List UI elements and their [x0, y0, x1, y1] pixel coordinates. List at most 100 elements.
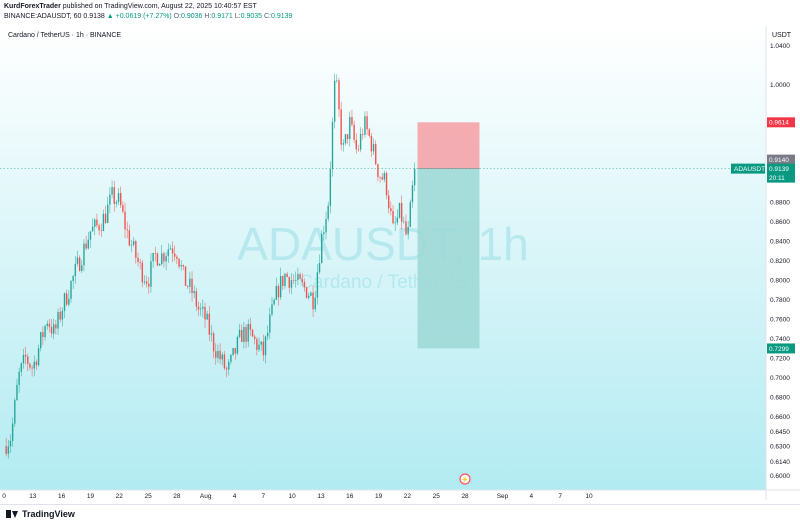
candle-body: [236, 336, 239, 354]
candle-body: [117, 193, 120, 203]
candle-body: [286, 273, 288, 277]
candle-body: [182, 265, 185, 267]
candle-body: [89, 231, 92, 240]
candle-body: [258, 344, 260, 350]
candle-body: [50, 327, 53, 334]
candle-body: [9, 440, 12, 447]
candle-body: [150, 261, 152, 287]
candle-body: [247, 323, 249, 342]
candle-body: [221, 354, 223, 360]
price-axis[interactable]: 1.0400 1.0000 0.8800 0.8600 0.8400 0.8200 0.80…: [770, 43, 790, 480]
candle-body: [392, 211, 394, 224]
candle-body: [243, 327, 245, 342]
candle-body: [249, 323, 252, 330]
candle-body: [325, 218, 327, 233]
time-axis[interactable]: 0 13 16 19 22 25 28 Aug 4 7 10 13 16 19 22 25 28 Sep 4 7 10: [2, 493, 593, 500]
candle-body: [212, 333, 215, 352]
price-tick-label: 0.7000: [770, 375, 790, 382]
entry-price-label: 0.9140: [769, 157, 789, 164]
candle-body: [171, 248, 174, 254]
candle-body: [217, 350, 219, 358]
time-tick-label: 25: [433, 493, 441, 500]
candle-body: [314, 297, 316, 310]
candle-body: [33, 361, 35, 369]
candle-body: [264, 336, 267, 356]
candle-body: [305, 287, 308, 298]
price-tick-label: 0.7800: [770, 297, 790, 304]
price-tick-label: 1.0400: [770, 43, 790, 50]
candle-body: [230, 354, 232, 362]
candle-body: [195, 291, 198, 307]
author-name[interactable]: KurdForexTrader: [4, 3, 61, 10]
candle-body: [400, 202, 403, 222]
price-chart[interactable]: Cardano / TetherUS · 1h · BINANCE USDT A…: [0, 26, 800, 500]
candle-body: [396, 217, 399, 223]
candle-body: [385, 173, 388, 196]
candle-body: [219, 350, 221, 360]
candle-body: [178, 258, 180, 267]
candle-body: [5, 446, 7, 454]
time-tick-label: 19: [375, 493, 383, 500]
time-tick-label: 25: [144, 493, 152, 500]
candle-body: [297, 273, 299, 280]
candle-body: [338, 80, 340, 110]
candle-body: [27, 356, 29, 364]
candle-body: [366, 116, 368, 130]
candle-body: [193, 291, 195, 294]
stop-loss-zone[interactable]: [417, 122, 480, 169]
time-tick-label: 22: [116, 493, 124, 500]
symbol-tag-bg: [731, 163, 765, 174]
time-tick-label: 4: [530, 493, 534, 500]
event-marker-icon[interactable]: [459, 473, 471, 485]
take-profit-zone[interactable]: [417, 168, 480, 349]
target-price-label: 0.7299: [769, 346, 789, 353]
time-tick-label: 7: [262, 493, 266, 500]
low-label: L:: [234, 13, 241, 20]
candle-body: [394, 222, 396, 224]
candle-body: [91, 226, 94, 232]
candle-body: [148, 283, 150, 287]
candle-body: [152, 253, 154, 262]
candle-body: [379, 177, 381, 178]
candle-body: [65, 293, 68, 305]
candle-body: [362, 133, 364, 135]
tradingview-logo[interactable]: TradingView: [6, 509, 75, 519]
candle-body: [303, 281, 306, 288]
time-tick-label: 16: [346, 493, 354, 500]
candle-body: [333, 80, 336, 122]
candle-body: [111, 187, 113, 195]
published-text: published on TradingView.com, August 22,…: [62, 3, 257, 10]
bar-countdown-label: 20:11: [769, 175, 785, 182]
chart-frame[interactable]: Cardano / TetherUS · 1h · BINANCE USDT A…: [0, 26, 800, 500]
candle-body: [357, 149, 360, 150]
time-tick-label: 28: [461, 493, 469, 500]
high-value: 0.9171: [211, 13, 233, 20]
candle-body: [383, 173, 386, 180]
candle-body: [165, 256, 167, 262]
candle-body: [359, 133, 362, 150]
candle-body: [372, 143, 375, 152]
candle-body: [96, 219, 98, 226]
risk-reward-tool[interactable]: [417, 122, 480, 349]
candle-body: [262, 341, 265, 356]
candle-body: [316, 272, 319, 298]
candle-body: [234, 348, 236, 354]
event-marker[interactable]: ⚡: [459, 473, 471, 485]
price-tick-label: 0.7200: [770, 356, 790, 363]
candle-body: [87, 239, 89, 249]
candle-body: [387, 195, 390, 209]
candle-body: [241, 329, 243, 342]
candle-body: [344, 134, 347, 144]
candle-body: [199, 308, 202, 310]
candle-body: [310, 292, 312, 296]
chart-title: Cardano / TetherUS · 1h · BINANCE: [8, 32, 121, 39]
candle-body: [271, 304, 273, 315]
entry-price-label-bg: [767, 154, 795, 165]
candle-body: [349, 116, 351, 140]
candle-body: [180, 265, 182, 267]
candle-body: [409, 202, 412, 227]
bar-countdown-label-bg: [767, 172, 795, 183]
candle-body: [68, 298, 70, 305]
candle-body: [158, 263, 161, 266]
tradingview-logo-icon: [6, 510, 18, 518]
